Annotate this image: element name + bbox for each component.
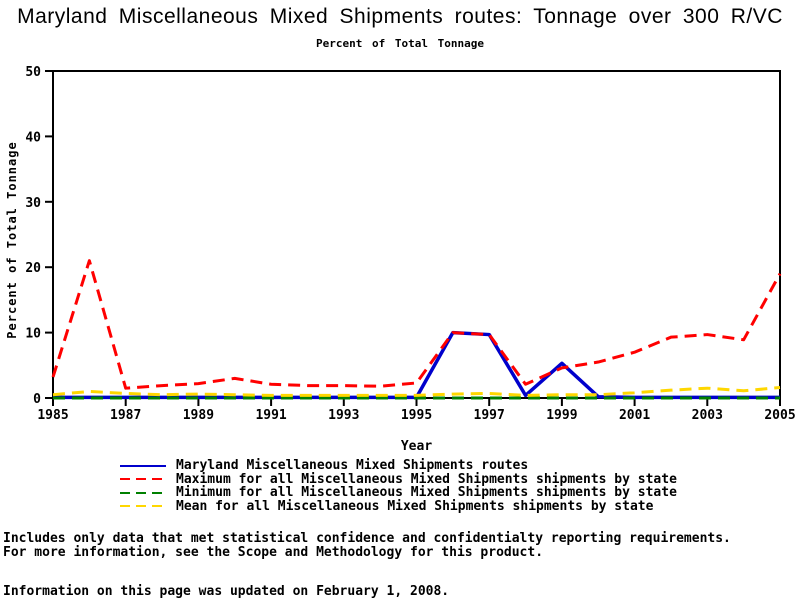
legend-label-2: Minimum for all Miscellaneous Mixed Ship… xyxy=(176,485,677,500)
chart-title: Maryland Miscellaneous Mixed Shipments r… xyxy=(17,5,783,28)
y-axis-title: Percent of Total Tonnage xyxy=(5,141,19,338)
y-tick-label: 30 xyxy=(25,196,41,211)
series-line-0 xyxy=(53,330,780,400)
legend-swatch-1 xyxy=(120,478,166,481)
plot-frame xyxy=(52,70,781,399)
updated-date-text: Information on this page was updated on … xyxy=(3,584,450,599)
x-tick-label: 2003 xyxy=(692,408,723,423)
x-tick-label: 1995 xyxy=(401,408,432,423)
x-axis-title: Year xyxy=(401,439,432,454)
x-tick-label: 1987 xyxy=(110,408,141,423)
legend-label-1: Maximum for all Miscellaneous Mixed Ship… xyxy=(176,471,677,487)
y-tick-label: 0 xyxy=(33,392,41,407)
legend-swatch-2 xyxy=(120,491,166,494)
x-tick-label: 1991 xyxy=(255,408,286,423)
y-tick-label: 20 xyxy=(25,261,41,276)
chart-subtitle: Percent of Total Tonnage xyxy=(316,37,484,50)
series-line-3 xyxy=(52,386,781,397)
line-chart: 0 10 20 30 40 50 1985 1987 1989 1991 1993 1995 1997 1… xyxy=(5,65,796,454)
x-tick-label: 2001 xyxy=(619,408,650,423)
legend-item-0: Maryland Miscellaneous Mixed Shipments r… xyxy=(120,459,677,473)
x-tick-label: 1999 xyxy=(546,408,577,423)
series-line-1 xyxy=(51,259,782,390)
y-tick-label: 10 xyxy=(25,327,41,342)
y-tick-label: 40 xyxy=(25,130,41,145)
x-tick-label: 2005 xyxy=(764,408,795,423)
legend-swatch-3 xyxy=(120,505,166,508)
footnote-line-2: For more information, see the Scope and … xyxy=(3,544,544,560)
x-tick-label: 1997 xyxy=(474,408,505,423)
y-tick-label: 50 xyxy=(25,65,41,80)
footnote-line-1: Includes only data that met statistical … xyxy=(3,531,731,546)
legend-swatch-0 xyxy=(120,464,166,467)
x-tick-label: 1989 xyxy=(183,408,214,423)
legend-item-2: Minimum for all Miscellaneous Mixed Ship… xyxy=(120,486,677,500)
x-tick-label: 1993 xyxy=(328,408,359,423)
x-tick-label: 1985 xyxy=(37,408,68,423)
legend-item-3: Mean for all Miscellaneous Mixed Shipmen… xyxy=(120,498,677,514)
legend-item-1: Maximum for all Miscellaneous Mixed Ship… xyxy=(120,471,677,487)
legend-label-3: Mean for all Miscellaneous Mixed Shipmen… xyxy=(176,498,654,514)
chart-footnotes: Includes only data that met statistical … xyxy=(3,532,731,559)
legend-label-0: Maryland Miscellaneous Mixed Shipments r… xyxy=(176,458,529,473)
chart-legend: Maryland Miscellaneous Mixed Shipments r… xyxy=(120,459,677,513)
